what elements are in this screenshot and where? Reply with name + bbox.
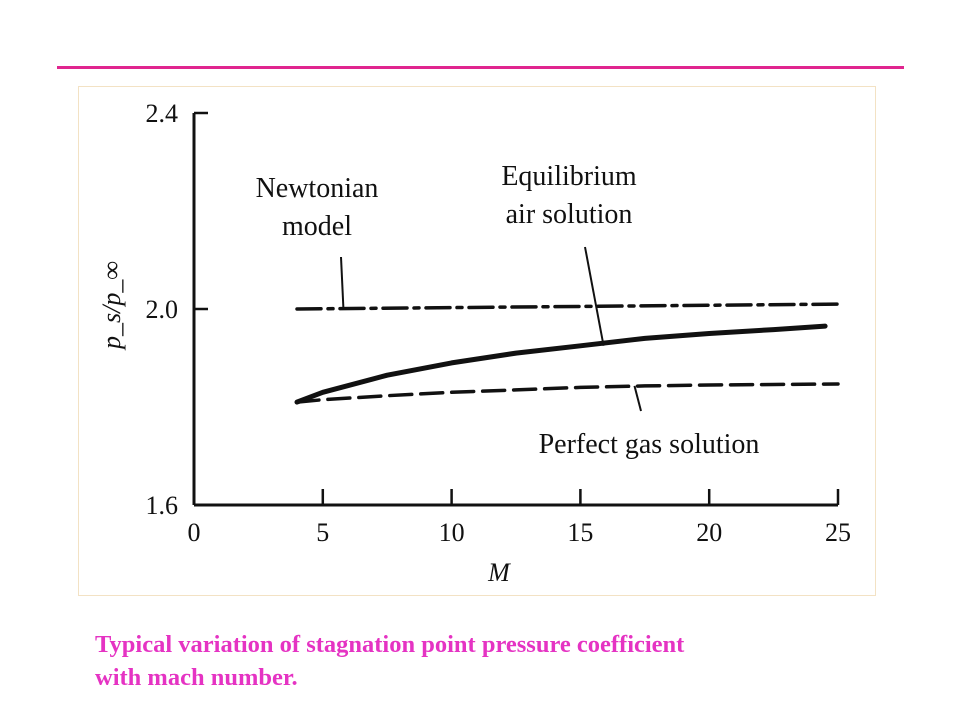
annotation-leader [340,256,345,309]
annotation-label: Newtonian [256,173,379,204]
caption-line-1: Typical variation of stagnation point pr… [95,631,685,658]
x-tick-label: 20 [696,518,722,547]
series-line-2 [294,323,828,405]
x-tick-label: 0 [188,518,201,547]
annotation-label: model [282,211,352,242]
caption: Typical variation of stagnation point pr… [95,628,915,694]
y-tick-label: 2.4 [146,99,179,128]
top-divider [57,66,904,69]
series-line-3 [295,382,840,404]
chart: 1.6 2.0 2.4 0 5 10 15 20 25 Mp_s/p_∞ Newtonian mod… [97,99,851,587]
annotation-leader [633,385,642,412]
series-line-1 [295,302,840,311]
annotation-label: air solution [506,199,633,230]
series-layer [294,302,840,405]
annotation-leader [584,246,605,346]
caption-line-2: with mach number. [95,664,298,691]
axes: 1.6 2.0 2.4 0 5 10 15 20 25 Mp_s/p_∞ [97,99,851,587]
x-tick-label: 25 [825,518,851,547]
x-tick-label: 15 [567,518,593,547]
annotation-label: Equilibrium [501,161,637,192]
y-tick-label: 2.0 [146,295,179,324]
annotation-layer: Newtonian model Equilibrium air solution Per… [256,161,760,460]
y-axis-label: p_s/p_∞ [97,261,126,351]
x-axis-label: M [487,558,511,587]
y-tick-label: 1.6 [146,491,179,520]
annotation-label: Perfect gas solution [539,429,760,460]
x-tick-label: 5 [316,518,329,547]
x-tick-label: 10 [439,518,465,547]
